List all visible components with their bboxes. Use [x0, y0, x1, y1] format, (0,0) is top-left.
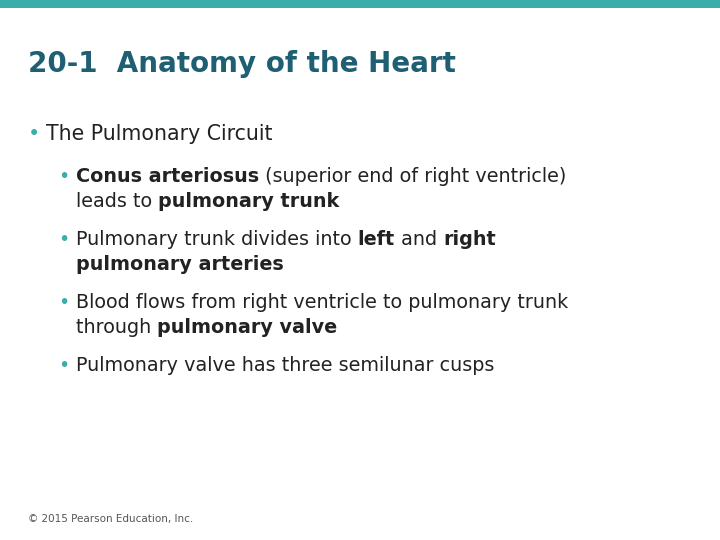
Text: •: • — [58, 167, 69, 186]
Text: pulmonary valve: pulmonary valve — [158, 318, 338, 337]
Text: Blood flows from right ventricle to pulmonary trunk: Blood flows from right ventricle to pulm… — [76, 293, 568, 312]
Text: left: left — [358, 230, 395, 249]
Text: Pulmonary valve has three semilunar cusps: Pulmonary valve has three semilunar cusp… — [76, 356, 495, 375]
Text: right: right — [444, 230, 496, 249]
Text: •: • — [28, 124, 40, 144]
Text: leads to: leads to — [76, 192, 158, 211]
Text: and: and — [395, 230, 444, 249]
Text: Pulmonary trunk divides into: Pulmonary trunk divides into — [76, 230, 358, 249]
Text: pulmonary arteries: pulmonary arteries — [76, 255, 284, 274]
Text: •: • — [58, 230, 69, 249]
Text: pulmonary trunk: pulmonary trunk — [158, 192, 340, 211]
Text: Conus arteriosus: Conus arteriosus — [76, 167, 259, 186]
Text: 20-1  Anatomy of the Heart: 20-1 Anatomy of the Heart — [28, 50, 456, 78]
Text: •: • — [58, 356, 69, 375]
Text: through: through — [76, 318, 158, 337]
Text: (superior end of right ventricle): (superior end of right ventricle) — [259, 167, 567, 186]
Text: •: • — [58, 293, 69, 312]
Text: The Pulmonary Circuit: The Pulmonary Circuit — [46, 124, 272, 144]
Bar — [0, 0, 720, 8]
Text: © 2015 Pearson Education, Inc.: © 2015 Pearson Education, Inc. — [28, 514, 193, 524]
